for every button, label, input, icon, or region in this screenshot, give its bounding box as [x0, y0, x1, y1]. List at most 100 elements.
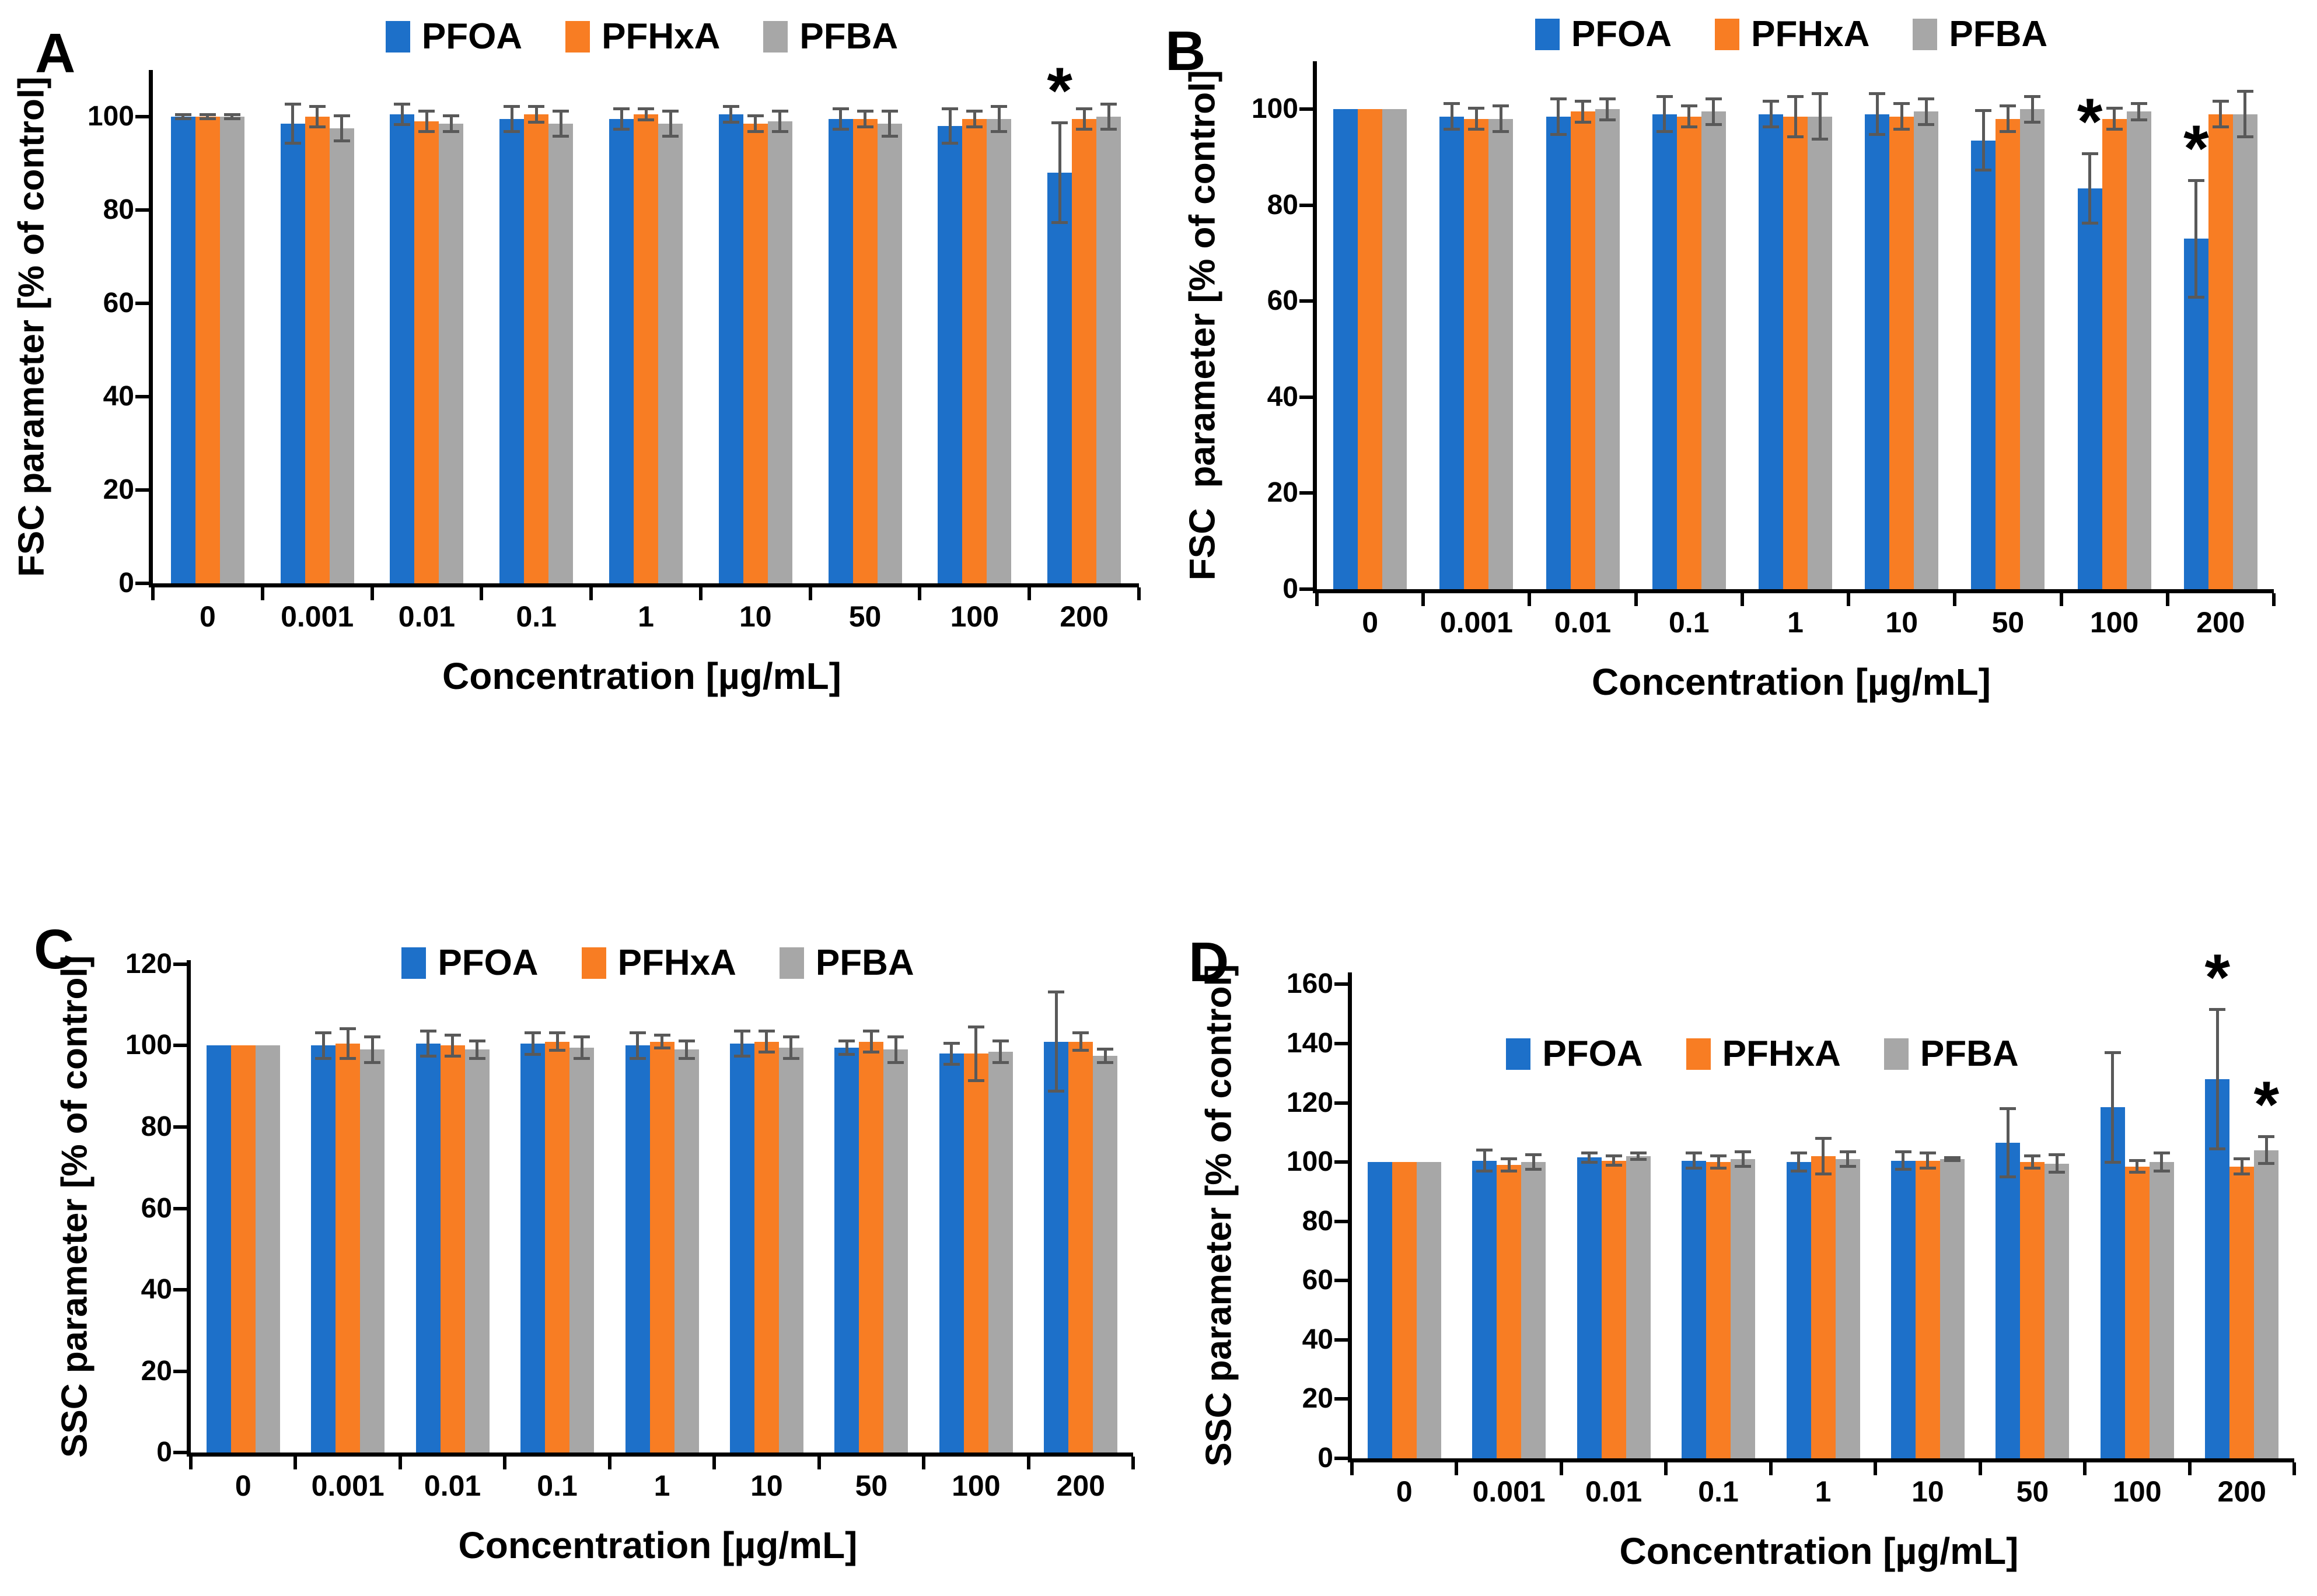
x-axis-tick: [808, 587, 812, 600]
bar-PFBA-0.001: [1521, 1162, 1546, 1458]
bar-PFBA-100: [987, 119, 1012, 583]
error-cap-top: [223, 113, 240, 116]
error-bar-PFOA-0.1: [1663, 94, 1666, 134]
error-cap-top: [1076, 107, 1093, 110]
x-tick-label: 1: [653, 1469, 670, 1502]
error-cap-bottom: [528, 121, 545, 124]
error-cap-bottom: [549, 1048, 566, 1052]
bar-PFHxA-1: [1811, 1156, 1836, 1458]
error-cap-bottom: [991, 130, 1008, 133]
y-axis-tick: [1299, 395, 1313, 399]
y-tick-label: 120: [1286, 1087, 1333, 1118]
legend-item-PFHxA: PFHxA: [565, 19, 720, 55]
error-bar-PFHxA-200: [1079, 1031, 1082, 1052]
bar-PFOA-10: [1865, 114, 1890, 589]
error-cap-bottom: [662, 135, 679, 138]
error-cap-bottom: [525, 1052, 541, 1056]
y-tick-label: 60: [1302, 1265, 1333, 1296]
error-cap-bottom: [863, 1051, 880, 1054]
bar-PFBA-0.1: [1701, 111, 1726, 589]
error-bar-PFOA-100: [948, 107, 952, 145]
error-cap-bottom: [333, 139, 350, 142]
error-cap-bottom: [1869, 132, 1886, 136]
bar-PFOA-0.1: [499, 119, 525, 583]
bar-PFHxA-200: [2229, 1166, 2255, 1458]
error-cap-top: [1574, 99, 1591, 103]
legend-swatch-icon-PFBA: [1913, 19, 1938, 50]
x-tick-label: 10: [750, 1469, 783, 1502]
x-axis-tick: [2165, 593, 2169, 606]
error-bar-PFOA-1: [620, 107, 623, 131]
x-axis-tick: [1350, 1462, 1354, 1475]
y-tick-label: 40: [1302, 1324, 1333, 1355]
panel-letter-C: C: [34, 918, 75, 981]
error-bar-PFHxA-10: [1900, 102, 1903, 131]
error-cap-top: [2104, 1051, 2121, 1054]
bar-PFBA-100: [988, 1051, 1013, 1452]
error-cap-bottom: [394, 123, 411, 126]
x-axis-tick: [2059, 593, 2063, 606]
error-cap-top: [613, 107, 630, 110]
bar-PFOA-100: [2077, 188, 2102, 589]
y-tick-label: 100: [1286, 1146, 1333, 1178]
error-cap-bottom: [2129, 1171, 2145, 1174]
error-cap-top: [1918, 97, 1935, 100]
y-axis-title-D: SSC parameter [% of control]: [1198, 964, 1239, 1467]
error-cap-bottom: [1918, 123, 1935, 127]
error-bar-PFHxA-0.001: [346, 1027, 350, 1060]
x-axis-tick: [480, 587, 484, 600]
error-cap-bottom: [2236, 135, 2253, 138]
error-cap-bottom: [2081, 221, 2098, 225]
x-tick-label: 0: [1362, 606, 1379, 639]
bar-PFOA-1: [625, 1045, 650, 1452]
x-axis-tick: [922, 1457, 926, 1469]
legend-B: PFOA PFHxA PFBA: [1313, 16, 2270, 52]
error-cap-bottom: [1763, 125, 1779, 129]
error-cap-top: [174, 113, 191, 116]
error-cap-top: [333, 114, 350, 117]
error-cap-top: [887, 1035, 904, 1039]
error-cap-top: [881, 110, 898, 113]
x-tick-label: 200: [1060, 600, 1109, 633]
x-tick-label: 100: [950, 600, 1000, 633]
error-cap-bottom: [340, 1056, 357, 1060]
bar-PFOA-0: [206, 1045, 231, 1452]
error-cap-bottom: [2187, 296, 2204, 299]
bar-PFHxA-200: [1072, 119, 1097, 583]
error-bar-PFOA-0.01: [400, 103, 404, 126]
error-cap-top: [966, 110, 983, 113]
error-cap-bottom: [943, 1063, 960, 1066]
error-cap-bottom: [553, 135, 569, 138]
y-axis-tick: [173, 962, 187, 966]
bar-PFOA-1: [1786, 1162, 1811, 1458]
bar-PFBA-10: [778, 1047, 803, 1452]
plot-area-B: 0 20 40 60 80 100 0 0.001 0.01 0.1 1 10 50 100 200 * *: [1252, 61, 2276, 638]
y-axis-tick: [1334, 1101, 1348, 1105]
error-cap-top: [1735, 1150, 1752, 1153]
bar-PFHxA-0.1: [1676, 116, 1701, 589]
y-tick-label: 100: [1251, 93, 1298, 125]
error-bar-PFBA-10: [1951, 1156, 1954, 1163]
error-cap-top: [1444, 102, 1460, 105]
error-cap-bottom: [887, 1060, 904, 1064]
legend-A: PFOA PFHxA PFBA: [149, 19, 1135, 55]
error-cap-top: [1550, 97, 1567, 100]
error-cap-bottom: [1815, 1172, 1832, 1175]
x-tick-label: 50: [1991, 606, 2025, 639]
error-bar-PFHxA-10: [765, 1029, 768, 1054]
error-bar-PFBA-0.001: [1532, 1153, 1535, 1171]
error-bar-PFHxA-100: [973, 110, 976, 128]
error-cap-bottom: [1476, 1169, 1493, 1172]
bar-PFBA-0: [1382, 109, 1407, 589]
y-tick-label: 60: [1267, 285, 1298, 317]
error-bar-PFBA-50: [2031, 94, 2034, 124]
legend-swatch-icon-PFBA: [1883, 1038, 1909, 1070]
error-cap-bottom: [838, 1052, 855, 1056]
error-cap-bottom: [1839, 1165, 1856, 1168]
error-bar-PFOA-0.01: [427, 1029, 430, 1058]
error-cap-bottom: [771, 130, 788, 133]
y-tick-label: 0: [1282, 573, 1298, 604]
error-cap-bottom: [2000, 130, 2017, 134]
bar-PFBA-50: [883, 1049, 908, 1452]
error-cap-top: [1790, 1152, 1807, 1155]
